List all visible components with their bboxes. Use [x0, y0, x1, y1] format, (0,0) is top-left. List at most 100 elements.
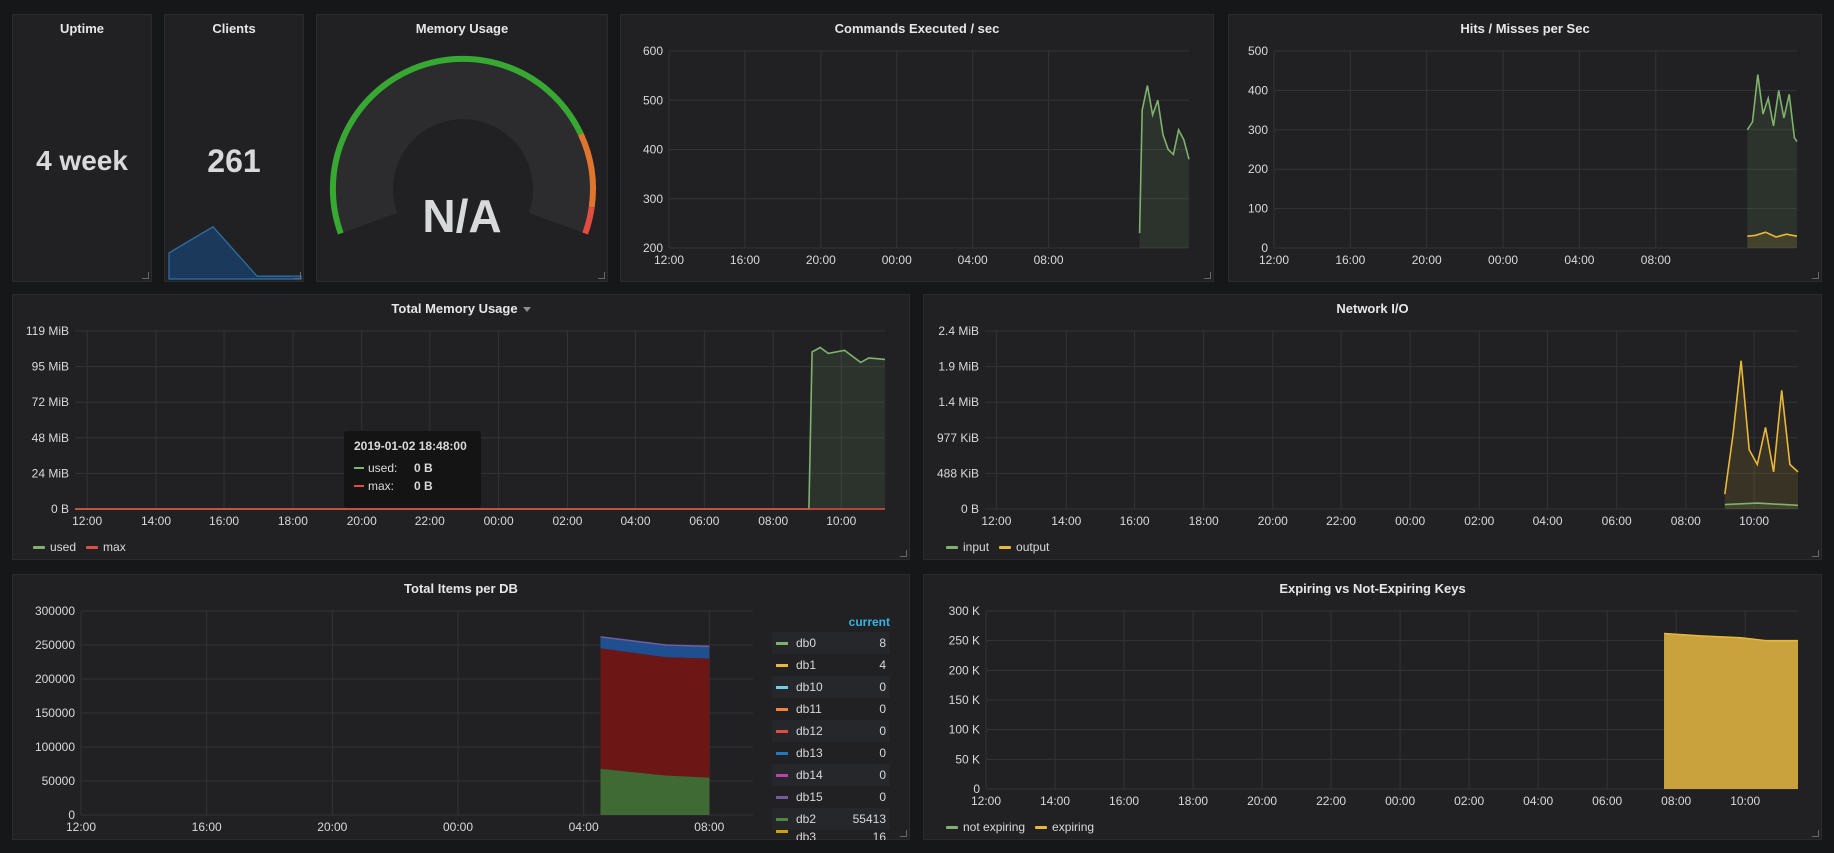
resize-handle[interactable]: [1812, 550, 1819, 557]
items-chart[interactable]: 300000 250000 200000 150000 100000 50000 012:0…: [13, 575, 773, 840]
x-tick-label: 20:00: [806, 253, 836, 267]
uptime-value: 4 week: [36, 145, 128, 176]
legend-item[interactable]: output: [999, 540, 1049, 554]
db-name: db15: [796, 790, 823, 804]
db-legend-row[interactable]: db15 0: [772, 786, 890, 808]
legend-item[interactable]: max: [86, 540, 126, 554]
db-current-value: 0: [879, 746, 886, 760]
resize-handle[interactable]: [598, 272, 605, 279]
db-area-band: [600, 636, 710, 659]
resize-handle[interactable]: [294, 272, 301, 279]
clients-sparkline: [168, 226, 302, 280]
y-tick-label: 600: [643, 44, 663, 58]
tooltip-used-value: 0 B: [414, 461, 433, 475]
y-tick-label: 100000: [35, 740, 75, 754]
db-legend-row[interactable]: db12 0: [772, 720, 890, 742]
legend-swatch: [999, 545, 1012, 549]
db-legend-row[interactable]: db10 0: [772, 676, 890, 698]
legend-label: not expiring: [963, 820, 1026, 834]
legend-item[interactable]: input: [946, 540, 989, 554]
x-tick-label: 04:00: [1564, 253, 1594, 267]
y-tick-label: 400: [643, 143, 663, 157]
x-tick-label: 06:00: [689, 514, 719, 528]
db-legend-row[interactable]: db2 55413: [772, 808, 890, 830]
db-name: db2: [796, 812, 817, 826]
y-tick-label: 250 K: [949, 634, 980, 648]
x-tick-label: 14:00: [1040, 794, 1070, 808]
resize-handle[interactable]: [900, 550, 907, 557]
legend-label: input: [963, 540, 990, 554]
x-tick-label: 20:00: [317, 820, 347, 834]
db-current-value: 0: [879, 724, 886, 738]
db-legend-row[interactable]: db1 4: [772, 654, 890, 676]
x-tick-label: 16:00: [1120, 514, 1150, 528]
resize-handle[interactable]: [1204, 272, 1211, 279]
x-tick-label: 22:00: [1316, 794, 1346, 808]
x-tick-label: 06:00: [1602, 514, 1632, 528]
netio-chart[interactable]: 2.4 MiB 1.9 MiB 1.4 MiB 977 KiB 488 KiB 0 B12…: [924, 295, 1822, 560]
series-line: [1724, 502, 1799, 507]
db-current-value: 0: [879, 702, 886, 716]
x-tick-label: 20:00: [1247, 794, 1277, 808]
y-tick-label: 0 B: [51, 502, 69, 516]
legend-item[interactable]: not expiring: [946, 820, 1025, 834]
x-tick-label: 10:00: [826, 514, 856, 528]
x-tick-label: 02:00: [1464, 514, 1494, 528]
x-tick-label: 00:00: [1488, 253, 1518, 267]
resize-handle[interactable]: [1812, 272, 1819, 279]
legend-item[interactable]: expiring: [1035, 820, 1094, 834]
y-tick-label: 300: [1248, 123, 1268, 137]
panel-title: Clients: [212, 21, 256, 36]
x-tick-label: 12:00: [72, 514, 102, 528]
db-legend-row[interactable]: db14 0: [772, 764, 890, 786]
x-tick-label: 08:00: [758, 514, 788, 528]
x-tick-label: 16:00: [1335, 253, 1365, 267]
commands-panel: Commands Executed / sec 600 500 400 300 200 1…: [620, 14, 1214, 282]
y-tick-label: 200: [643, 241, 663, 255]
legend-swatch: [776, 751, 788, 755]
db-name: db11: [796, 702, 822, 716]
x-tick-label: 10:00: [1730, 794, 1760, 808]
legend-item[interactable]: used: [33, 540, 76, 554]
db-name: db3: [796, 830, 817, 840]
legend-swatch: [946, 825, 958, 829]
y-tick-label: 48 MiB: [32, 431, 69, 445]
resize-handle[interactable]: [900, 830, 907, 837]
legend-swatch: [86, 545, 99, 549]
uptime-panel: Uptime 4 week: [12, 14, 152, 282]
y-tick-label: 50 K: [955, 752, 980, 766]
db-legend-row[interactable]: db3 16: [772, 830, 890, 840]
db-name: db14: [796, 768, 823, 782]
db-current-value: 0: [879, 790, 886, 804]
y-tick-label: 300000: [35, 604, 75, 618]
caret-down-icon[interactable]: [522, 307, 531, 313]
db-area-edge: [600, 636, 710, 648]
expiring-line: [1663, 632, 1798, 642]
y-tick-label: 977 KiB: [937, 431, 979, 445]
resize-handle[interactable]: [1812, 830, 1819, 837]
legend-swatch: [776, 817, 788, 821]
legend-swatch: [776, 795, 788, 799]
x-tick-label: 12:00: [981, 514, 1011, 528]
panel-title: Uptime: [59, 21, 105, 36]
db-legend-row[interactable]: db0 8: [772, 632, 890, 654]
panel-title[interactable]: Total Memory Usage: [13, 301, 909, 316]
y-tick-label: 200: [1248, 162, 1268, 176]
x-tick-label: 04:00: [958, 253, 988, 267]
panel-title: Hits / Misses per Sec: [1460, 21, 1590, 36]
x-tick-label: 16:00: [1109, 794, 1139, 808]
legend-label: used: [50, 540, 77, 554]
db-legend-row[interactable]: db11 0: [772, 698, 890, 720]
db-legend-row[interactable]: db13 0: [772, 742, 890, 764]
legend-current-header[interactable]: current: [848, 615, 890, 629]
series-line: [1746, 74, 1798, 143]
legend-swatch: [946, 545, 958, 549]
expiring-chart[interactable]: 300 K 250 K 200 K 150 K 100 K 50 K 012:00 14:00…: [924, 575, 1822, 840]
panel-title-text: Total Memory Usage: [391, 301, 518, 316]
x-tick-label: 00:00: [443, 820, 473, 834]
db-current-value: 16: [872, 830, 886, 840]
resize-handle[interactable]: [142, 272, 149, 279]
hits-chart[interactable]: 500 400 300 200 100 012:00 16:00 20:00 00:00 04:0…: [1229, 15, 1822, 282]
